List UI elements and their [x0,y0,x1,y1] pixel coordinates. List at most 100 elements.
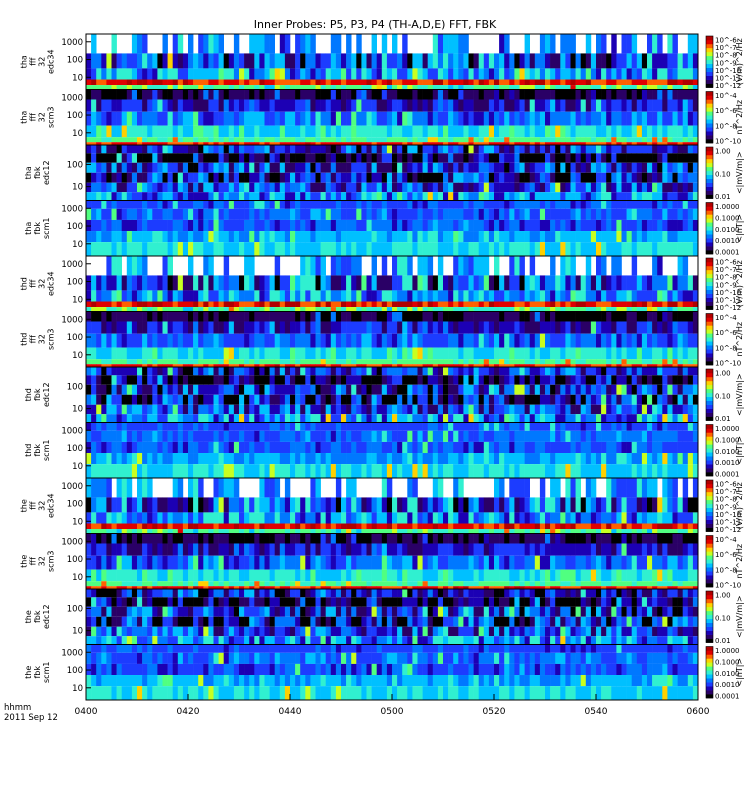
heatmap-cell [641,347,648,360]
heatmap-cell [213,200,219,209]
heatmap-cell [269,231,275,243]
heatmap-cell [662,142,668,145]
heatmap-cell [249,301,255,308]
heatmap-cell [687,208,694,220]
heatmap-cell [213,242,219,257]
heatmap-cell [647,153,653,163]
heatmap-cell [274,85,281,90]
colorbar-tick-label: 10^-9 [715,59,737,67]
heatmap-cell [590,125,597,138]
heatmap-cell [647,290,653,302]
heatmap-cell [162,333,168,348]
heatmap-cell [529,137,536,143]
heatmap-cell [254,311,260,322]
heatmap-cell [371,34,377,54]
heatmap-cell [239,99,245,112]
heatmap-cell [371,200,377,209]
heatmap-cell [188,34,194,54]
heatmap-cell [412,53,418,69]
heatmap-cell [443,208,449,220]
heatmap-cell [213,137,219,143]
heatmap-cell [550,359,556,365]
heatmap-cell [269,367,275,376]
heatmap-cell [539,404,546,415]
heatmap-cell [560,53,566,69]
heatmap-cell [641,153,648,163]
heatmap-cell [473,384,479,395]
heatmap-cell [616,89,622,100]
heatmap-cell [565,137,571,143]
heatmap-cell [96,422,102,431]
heatmap-cell [422,153,428,163]
heatmap-cell [417,182,423,193]
heatmap-cell [596,219,602,232]
heatmap-cell [101,99,107,112]
heatmap-cell [233,364,240,368]
heatmap-cell [427,430,434,442]
heatmap-cell [361,85,367,90]
heatmap-cell [341,231,347,243]
heatmap-cell [341,359,347,365]
heatmap-cell [193,145,199,154]
heatmap-cell [504,208,510,220]
heatmap-cell [626,384,632,395]
heatmap-cell [137,256,143,276]
heatmap-cell [458,404,464,415]
heatmap-cell [397,414,403,423]
heatmap-cell [468,242,474,257]
heatmap-cell [371,208,377,220]
heatmap-cell [111,85,117,90]
heatmap-cell [468,172,474,183]
heatmap-cell [443,364,449,368]
heatmap-cell [167,208,173,220]
heatmap-cell [667,53,673,69]
heatmap-cell [657,85,663,90]
heatmap-cell [182,414,189,423]
heatmap-cell [310,414,316,423]
heatmap-cell [504,85,510,90]
heatmap-cell [264,68,270,80]
heatmap-cell [570,359,576,365]
heatmap-cell [596,375,602,385]
heatmap-cell [341,208,347,220]
heatmap-cell [152,162,158,173]
heatmap-cell [392,256,398,276]
heatmap-cell [351,301,357,308]
heatmap-cell [458,375,464,385]
heatmap-cell [601,414,607,423]
heatmap-cell [244,208,250,220]
heatmap-cell [198,333,204,348]
heatmap-cell [300,125,306,138]
heatmap-cell [437,182,444,193]
heatmap-cell [606,68,612,80]
heatmap-cell [351,68,357,80]
colorbar-tick-label: 0.0001 [715,249,740,257]
heatmap-cell [244,364,250,368]
heatmap-cell [483,200,490,209]
heatmap-cell [667,34,673,54]
heatmap-cell [519,125,525,138]
heatmap-cell [529,53,536,69]
heatmap-cell [371,231,377,243]
heatmap-cell [101,192,107,201]
heatmap-cell [606,182,612,193]
heatmap-cell [453,111,459,126]
heatmap-cell [575,242,581,257]
heatmap-cell [606,200,612,209]
heatmap-cell [692,311,699,322]
heatmap-cell [652,307,658,312]
heatmap-cell [300,384,306,395]
heatmap-cell [290,231,296,243]
heatmap-cell [478,404,485,415]
heatmap-cell [504,311,510,322]
heatmap-cell [504,34,510,54]
heatmap-cell [386,111,393,126]
heatmap-cell [555,364,561,368]
heatmap-cell [351,153,357,163]
heatmap-cell [177,125,184,138]
heatmap-cell [213,68,219,80]
heatmap-cell [157,290,163,302]
heatmap-cell [636,53,643,69]
heatmap-cell [641,367,648,376]
heatmap-cell [116,125,122,138]
